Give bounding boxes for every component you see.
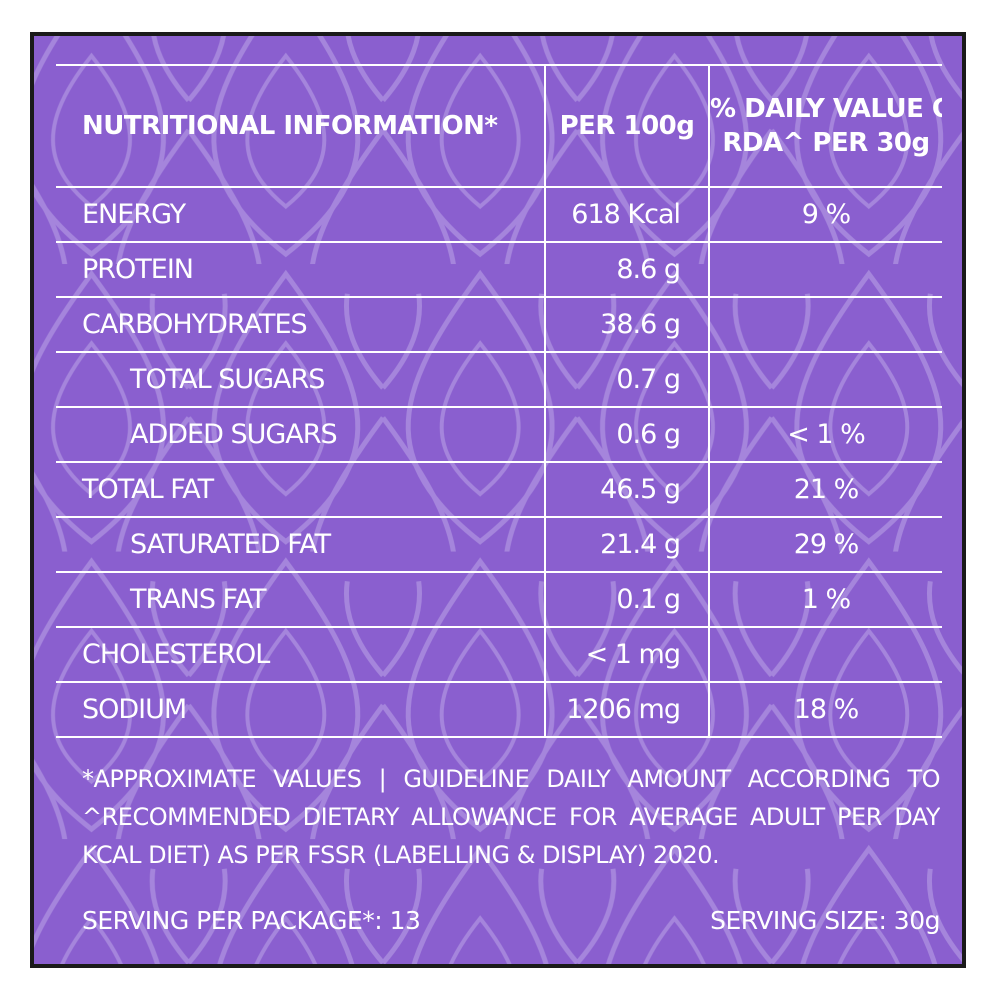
header-daily-value-line1: % DAILY VALUE OF — [710, 94, 942, 124]
header-daily-value: % DAILY VALUE OF RDA^ PER 30g — [708, 64, 942, 188]
nutrient-daily-value: < 1 % — [708, 406, 942, 463]
footnote-line-1: *APPROXIMATE VALUES | GUIDELINE DAILY AM… — [82, 765, 940, 793]
nutrient-label: TOTAL SUGARS — [56, 351, 545, 408]
table-row: CHOLESTEROL < 1 mg — [56, 626, 942, 683]
nutrient-label: CARBOHYDRATES — [56, 296, 545, 353]
nutrient-daily-value: 18 % — [708, 681, 942, 738]
nutrient-per-100g: 38.6 g — [544, 296, 709, 353]
header-daily-value-line2: RDA^ PER 30g — [722, 128, 930, 158]
nutrient-label: CHOLESTEROL — [56, 626, 545, 683]
nutrient-daily-value: 9 % — [708, 186, 942, 243]
nutrient-daily-value — [708, 351, 942, 408]
nutrient-label: ENERGY — [56, 186, 545, 243]
nutrition-label-panel: NUTRITIONAL INFORMATION* PER 100g % DAIL… — [30, 32, 966, 968]
nutrient-daily-value — [708, 241, 942, 298]
nutrient-label: SODIUM — [56, 681, 545, 738]
footnote-line-2: ^RECOMMENDED DIETARY ALLOWANCE FOR AVERA… — [82, 803, 940, 831]
header-nutritional-information: NUTRITIONAL INFORMATION* — [56, 64, 545, 188]
nutrient-label: SATURATED FAT — [56, 516, 545, 573]
table-row: SATURATED FAT 21.4 g 29 % — [56, 516, 942, 573]
nutrient-daily-value: 1 % — [708, 571, 942, 628]
serving-size: SERVING SIZE: 30g — [710, 906, 940, 935]
nutrient-label: ADDED SUGARS — [56, 406, 545, 463]
table-row: TOTAL FAT 46.5 g 21 % — [56, 461, 942, 518]
table-row: ENERGY 618 Kcal 9 % — [56, 186, 942, 243]
nutrient-per-100g: 618 Kcal — [544, 186, 709, 243]
table-row: TOTAL SUGARS 0.7 g — [56, 351, 942, 408]
nutrient-daily-value: 21 % — [708, 461, 942, 518]
nutrient-label: TRANS FAT — [56, 571, 545, 628]
nutrient-daily-value — [708, 626, 942, 683]
nutrient-per-100g: < 1 mg — [544, 626, 709, 683]
footnote-line-3: KCAL DIET) AS PER FSSR (LABELLING & DISP… — [82, 841, 720, 869]
nutrient-per-100g: 0.7 g — [544, 351, 709, 408]
nutrient-per-100g: 0.6 g — [544, 406, 709, 463]
nutrient-daily-value — [708, 296, 942, 353]
nutrient-daily-value: 29 % — [708, 516, 942, 573]
header-per-100g: PER 100g — [544, 64, 709, 188]
nutrient-label: PROTEIN — [56, 241, 545, 298]
table-row: ADDED SUGARS 0.6 g < 1 % — [56, 406, 942, 463]
nutrient-per-100g: 21.4 g — [544, 516, 709, 573]
nutrient-label: TOTAL FAT — [56, 461, 545, 518]
table-row: CARBOHYDRATES 38.6 g — [56, 296, 942, 353]
table-header-row: NUTRITIONAL INFORMATION* PER 100g % DAIL… — [56, 64, 942, 188]
nutrition-table: NUTRITIONAL INFORMATION* PER 100g % DAIL… — [56, 64, 942, 738]
nutrient-per-100g: 1206 mg — [544, 681, 709, 738]
serving-per-package: SERVING PER PACKAGE*: 13 — [82, 906, 421, 935]
nutrient-per-100g: 46.5 g — [544, 461, 709, 518]
nutrient-per-100g: 0.1 g — [544, 571, 709, 628]
table-row: SODIUM 1206 mg 18 % — [56, 681, 942, 738]
nutrient-per-100g: 8.6 g — [544, 241, 709, 298]
footnote: *APPROXIMATE VALUES | GUIDELINE DAILY AM… — [82, 760, 940, 874]
table-row: PROTEIN 8.6 g — [56, 241, 942, 298]
